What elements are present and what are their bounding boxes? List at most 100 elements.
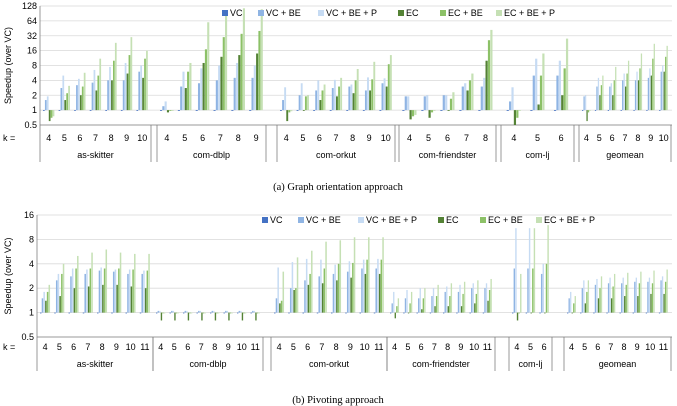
bar xyxy=(197,83,201,111)
bar xyxy=(148,253,150,313)
bar xyxy=(627,272,629,313)
bar xyxy=(487,40,491,111)
bar xyxy=(567,312,569,314)
bar xyxy=(339,240,342,313)
bar xyxy=(127,273,129,313)
bar xyxy=(570,291,572,313)
k-tick-label: 9 xyxy=(458,342,463,352)
bar xyxy=(409,110,412,120)
bar xyxy=(390,312,392,314)
k-tick-label: 6 xyxy=(317,133,322,143)
bar xyxy=(60,88,63,111)
bar xyxy=(625,284,627,313)
bar xyxy=(217,312,220,314)
k-tick-label: 8 xyxy=(445,342,450,352)
bar xyxy=(589,110,591,111)
k-tick-label: 4 xyxy=(407,133,412,143)
k-tick-label: 6 xyxy=(200,133,205,143)
k-tick-label: 6 xyxy=(305,342,310,352)
bar xyxy=(284,87,287,111)
k-tick-label: 9 xyxy=(124,133,129,143)
bar xyxy=(89,268,92,313)
k-tick-label: 8 xyxy=(212,342,217,352)
bar xyxy=(516,110,519,118)
group-label: com-friendster xyxy=(419,150,477,160)
y-tick-label: 64 xyxy=(27,16,37,26)
bar xyxy=(226,310,229,313)
bar xyxy=(599,288,601,313)
bar xyxy=(443,312,445,314)
bar xyxy=(243,312,245,314)
bar xyxy=(547,225,549,313)
bar xyxy=(319,100,322,111)
bar xyxy=(653,270,655,313)
legend-label: EC + BE + P xyxy=(544,215,595,225)
k-tick-label: 4 xyxy=(569,342,574,352)
bar xyxy=(105,249,108,313)
bar xyxy=(530,110,533,111)
bar xyxy=(613,273,616,313)
k-tick-label: 8 xyxy=(483,133,488,143)
bar xyxy=(146,50,148,111)
bar xyxy=(378,273,381,313)
bar xyxy=(250,312,252,314)
bar xyxy=(542,263,544,313)
k-tick-label: 7 xyxy=(93,133,98,143)
legend-label: VC + BE xyxy=(266,8,301,18)
bar xyxy=(462,293,464,313)
bar xyxy=(126,73,129,111)
legend: VC VC + BE VC + BE + P EC EC + BE EC + BE + P xyxy=(222,8,555,18)
bar xyxy=(159,310,161,313)
bar xyxy=(587,110,590,113)
bar xyxy=(201,312,203,321)
bar xyxy=(397,298,400,313)
k-tick-label: 8 xyxy=(100,342,105,352)
bar xyxy=(359,312,362,314)
legend-swatch xyxy=(258,10,264,16)
bar xyxy=(433,110,436,111)
group-label: com-orkut xyxy=(309,359,350,369)
k-tick-label: 5 xyxy=(582,342,587,352)
bar xyxy=(506,110,509,111)
bar xyxy=(583,96,585,111)
bar xyxy=(563,68,566,111)
bar xyxy=(464,83,467,111)
bar xyxy=(282,271,285,313)
bar xyxy=(40,312,42,314)
bar xyxy=(613,80,615,111)
bar xyxy=(105,110,108,111)
bar xyxy=(352,93,355,111)
bar xyxy=(125,312,128,314)
bar xyxy=(66,93,69,111)
bar xyxy=(445,95,448,111)
k-tick-label: 4 xyxy=(46,133,51,143)
bar xyxy=(516,312,519,321)
bar xyxy=(350,84,353,111)
bar xyxy=(334,264,336,313)
bar xyxy=(195,110,198,111)
bar xyxy=(539,312,541,314)
bar xyxy=(187,312,190,321)
group-label: com-dblp xyxy=(193,150,230,160)
bar xyxy=(421,110,424,111)
bar xyxy=(68,312,71,314)
bar xyxy=(638,283,641,313)
bar xyxy=(198,310,200,313)
bar xyxy=(622,80,624,111)
bar xyxy=(116,284,118,313)
bar xyxy=(331,88,334,111)
bar xyxy=(91,82,94,111)
k-tick-label: 11 xyxy=(659,342,668,352)
bar xyxy=(204,49,207,111)
bar xyxy=(202,312,205,314)
bar xyxy=(189,312,191,314)
bar xyxy=(238,310,240,313)
bar xyxy=(484,288,486,313)
bar xyxy=(275,298,278,313)
bar xyxy=(274,312,276,314)
bar xyxy=(225,11,228,111)
bar xyxy=(321,283,324,313)
bar xyxy=(144,288,147,313)
bar xyxy=(626,73,628,111)
bar xyxy=(162,312,164,314)
